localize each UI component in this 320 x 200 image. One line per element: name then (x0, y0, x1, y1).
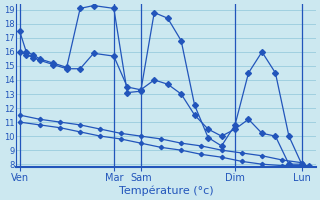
X-axis label: Température (°c): Température (°c) (119, 185, 213, 196)
